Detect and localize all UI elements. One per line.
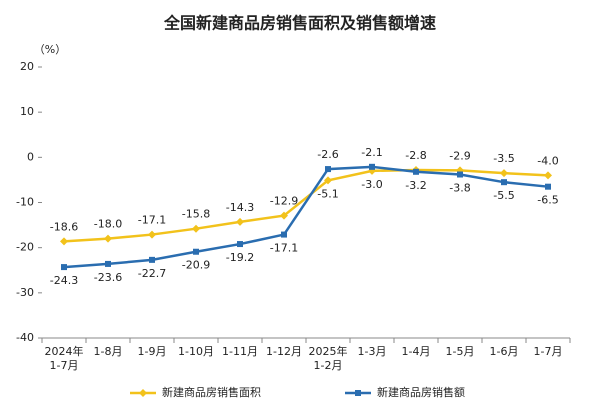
marker <box>192 224 200 233</box>
x-tick-label: 1-7月 <box>534 345 563 358</box>
data-label: -24.3 <box>50 274 78 287</box>
data-label: -4.0 <box>537 154 558 167</box>
marker <box>281 231 287 238</box>
data-label: -2.6 <box>317 148 338 161</box>
data-label: -3.5 <box>493 152 514 165</box>
data-label: -6.5 <box>537 194 558 207</box>
series-line <box>63 168 549 243</box>
x-tick-label: 2025年 1-2月 <box>309 344 348 372</box>
data-label: -3.2 <box>405 179 426 192</box>
x-tick-label: 1-8月 <box>94 345 123 358</box>
data-label: -5.5 <box>493 189 514 202</box>
y-tick-label: -20 <box>16 241 34 254</box>
data-label: -5.1 <box>317 187 338 200</box>
marker <box>501 179 507 186</box>
y-tick-label: 10 <box>20 105 34 118</box>
marker <box>545 183 551 190</box>
y-unit: （%） <box>34 43 66 56</box>
data-label: -17.1 <box>138 214 166 227</box>
marker <box>324 176 332 185</box>
data-label: -18.6 <box>50 220 78 233</box>
series-line <box>63 165 549 269</box>
marker <box>149 256 155 263</box>
x-tick-label: 1-4月 <box>402 345 431 358</box>
legend-marker <box>139 389 147 397</box>
legend-label: 新建商品房销售额 <box>377 385 465 399</box>
x-tick-label: 1-11月 <box>222 345 258 358</box>
data-label: -17.1 <box>270 242 298 255</box>
data-label: -12.9 <box>270 195 298 208</box>
data-label: -14.3 <box>226 201 254 214</box>
marker <box>104 234 112 243</box>
x-tick-label: 1-6月 <box>490 345 519 358</box>
marker <box>369 163 375 170</box>
marker <box>237 241 243 248</box>
data-label: -2.1 <box>361 146 382 159</box>
x-tick-label: 2024年 1-7月 <box>45 344 84 372</box>
marker <box>193 248 199 255</box>
marker <box>280 211 288 220</box>
marker <box>236 217 244 226</box>
marker <box>500 169 508 178</box>
data-label: -2.8 <box>405 149 426 162</box>
y-tick-label: 0 <box>27 150 34 163</box>
data-label: -23.6 <box>94 271 122 284</box>
marker <box>148 230 156 239</box>
data-label: -3.0 <box>361 178 382 191</box>
x-tick-label: 1-10月 <box>178 345 214 358</box>
x-tick-label: 1-3月 <box>358 345 387 358</box>
marker <box>544 171 552 180</box>
y-tick-label: 20 <box>20 60 34 73</box>
marker <box>413 168 419 175</box>
y-tick-label: -40 <box>16 331 34 344</box>
data-label: -2.9 <box>449 149 470 162</box>
marker <box>457 171 463 178</box>
marker <box>61 264 67 271</box>
data-label: -22.7 <box>138 267 166 280</box>
y-tick-label: -30 <box>16 286 34 299</box>
data-label: -20.9 <box>182 259 210 272</box>
x-tick-label: 1-12月 <box>266 345 302 358</box>
data-label: -19.2 <box>226 251 254 264</box>
data-label: -15.8 <box>182 208 210 221</box>
data-label: -3.8 <box>449 181 470 194</box>
chart-title: 全国新建商品房销售面积及销售额增速 <box>163 14 436 33</box>
marker <box>60 237 68 246</box>
marker <box>325 166 331 173</box>
x-tick-label: 1-9月 <box>138 345 167 358</box>
x-tick-label: 1-5月 <box>446 345 475 358</box>
y-tick-label: -10 <box>16 196 34 209</box>
data-label: -18.0 <box>94 218 122 231</box>
marker <box>105 260 111 267</box>
legend-marker <box>355 390 361 396</box>
legend-label: 新建商品房销售面积 <box>162 385 261 399</box>
